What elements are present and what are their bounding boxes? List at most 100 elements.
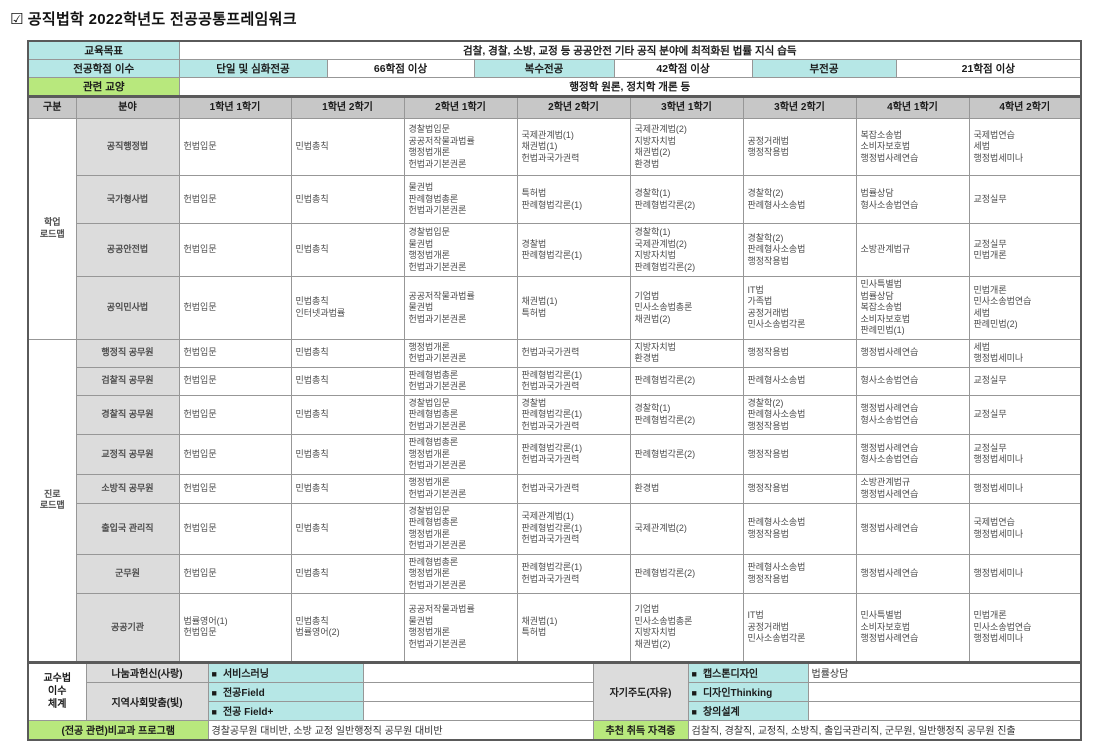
category-sharing: 나눔과헌신(사랑) xyxy=(85,662,209,683)
course-cell: 경찰학(1) 판례형법각론(2) xyxy=(629,394,744,435)
curriculum-row: 군무원 헌법입문 민법총칙 판례형법총론 행정법개론 헌법과기본권론 판례형법각… xyxy=(28,553,1082,594)
field-label: 행정직 공무원 xyxy=(75,338,180,368)
course-cell: 형사소송법연습 xyxy=(855,366,970,396)
course-cell: 헌법입문 xyxy=(178,434,292,475)
course-cell: 민법개론 민사소송법연습 세법 판례민법(2) xyxy=(968,276,1082,340)
field-label: 공익민사법 xyxy=(75,276,180,340)
field-label: 공공안전법 xyxy=(75,223,180,277)
course-cell: 행정법사례연습 xyxy=(855,502,970,555)
category-self-directed: 자기주도(자유) xyxy=(592,662,689,721)
empty-cell xyxy=(807,681,1082,702)
credit-value-single: 66학점 이상 xyxy=(326,59,475,78)
recommended-cert-label: 추천 취득 자격증 xyxy=(592,719,689,740)
course-cell: 민법총칙 xyxy=(290,338,405,368)
course-cell: 경찰학(1) 국제관계법(2) 지방자치법 판례형법각론(2) xyxy=(629,223,744,277)
course-cell: 헌법입문 xyxy=(178,473,292,504)
course-cell: 민사특별법 법률상담 복잡소송법 소비자보호법 판례민법(1) xyxy=(855,276,970,340)
extracurricular-value: 경찰공무원 대비반, 소방 교정 일반행정직 공무원 대비반 xyxy=(207,719,594,740)
teaching-row-1: 교수법 이수 체계 나눔과헌신(사랑) ■ 서비스러닝 자기주도(자유) ■ 캡스톤… xyxy=(27,662,1082,721)
header-sem-3-2: 3학년 2학기 xyxy=(742,96,857,119)
item-major-field-plus-label: 전공 Field+ xyxy=(222,707,274,718)
course-cell: 헌법과국가권력 xyxy=(516,338,631,368)
field-label: 공직행정법 xyxy=(75,118,180,176)
course-cell: 민법총칙 xyxy=(290,118,405,176)
course-cell: 민법총칙 xyxy=(290,502,405,555)
summary-table: 교육목표 검찰, 경찰, 소방, 교정 등 공공안전 기타 공직 분야에 최적화… xyxy=(27,40,1083,97)
course-cell: 민법총칙 xyxy=(290,434,405,475)
item-major-field: ■ 전공Field xyxy=(207,681,364,702)
credit-value-double: 42학점 이상 xyxy=(613,59,753,78)
course-cell: 국제관계법(1) 채권법(1) 헌법과국가권력 xyxy=(516,118,631,176)
item-creative-design: ■ 창의설계 xyxy=(687,700,809,721)
header-field: 분야 xyxy=(75,96,180,119)
course-cell: 민법총칙 인터넷과법률 xyxy=(290,276,405,340)
course-cell: 교정실무 행정법세미나 xyxy=(968,434,1082,475)
course-cell: 경찰법 판례형법각론(1) xyxy=(516,223,631,277)
group-academic-roadmap: 학업 로드맵 xyxy=(27,118,77,340)
course-cell: 판례형법총론 헌법과기본권론 xyxy=(403,366,518,396)
course-cell: 법률상담 형사소송법연습 xyxy=(855,175,970,224)
liberal-arts-label: 관련 교양 xyxy=(27,77,180,97)
field-label: 교정직 공무원 xyxy=(75,434,180,475)
field-label: 경찰직 공무원 xyxy=(75,394,180,435)
course-cell: 판례형법각론(1) 헌법과국가권력 xyxy=(516,553,631,594)
checkbox-icon: ☑ xyxy=(10,11,24,28)
course-cell: 교정실무 xyxy=(968,394,1082,435)
item-service-learning: ■ 서비스러닝 xyxy=(207,662,364,683)
field-label: 검찰직 공무원 xyxy=(75,366,180,396)
course-cell: 경찰법 판례형법각론(1) 헌법과국가권력 xyxy=(516,394,631,435)
course-cell: 헌법입문 xyxy=(178,118,292,176)
course-cell: 판례형법각론(2) xyxy=(629,553,744,594)
course-cell: 경찰학(2) 판례형사소송법 xyxy=(742,175,857,224)
square-bullet-icon: ■ xyxy=(211,688,217,698)
teaching-system-label: 교수법 이수 체계 xyxy=(27,662,87,721)
course-cell: 헌법입문 xyxy=(178,502,292,555)
course-cell: 경찰법입문 판례형법총론 헌법과기본권론 xyxy=(403,394,518,435)
curriculum-row: 교정직 공무원 헌법입문 민법총칙 판례형법총론 행정법개론 헌법과기본권론 판… xyxy=(28,434,1082,475)
course-cell: 헌법입문 xyxy=(178,338,292,368)
item-capstone-design-label: 캡스톤디자인 xyxy=(702,669,759,680)
curriculum-row: 소방직 공무원 헌법입문 민법총칙 행정법개론 헌법과기본권론 헌법과국가권력 … xyxy=(28,473,1082,504)
item-design-thinking: ■ 디자인Thinking xyxy=(687,681,809,702)
course-cell: 헌법입문 xyxy=(178,276,292,340)
empty-cell xyxy=(362,681,594,702)
course-cell: 법률영어(1) 헌법입문 xyxy=(178,593,292,662)
curriculum-table: 구분 분야 1학년 1학기 1학년 2학기 2학년 1학기 2학년 2학기 3학… xyxy=(27,96,1082,663)
tables-container: 교육목표 검찰, 경찰, 소방, 교정 등 공공안전 기타 공직 분야에 최적화… xyxy=(27,40,1083,741)
header-sem-4-1: 4학년 1학기 xyxy=(855,96,970,119)
header-sem-4-2: 4학년 2학기 xyxy=(968,96,1082,119)
course-cell: 민법총칙 법률영어(2) xyxy=(290,593,405,662)
group-career-roadmap: 진로 로드맵 xyxy=(27,338,77,662)
item-service-learning-label: 서비스러닝 xyxy=(222,669,269,680)
course-cell: 국제법연습 행정법세미나 xyxy=(968,502,1082,555)
item-capstone-design: ■ 캡스톤디자인 xyxy=(687,662,809,683)
course-cell: 국제법연습 세법 행정법세미나 xyxy=(968,118,1082,176)
course-cell: 헌법입문 xyxy=(178,223,292,277)
course-cell: 행정법사례연습 xyxy=(855,338,970,368)
teaching-row-3: ■ 전공 Field+ ■ 창의설계 xyxy=(28,700,1082,721)
curriculum-row: 공공안전법 헌법입문 민법총칙 경찰법입문 물권법 행정법개론 헌법과기본권론 … xyxy=(28,223,1082,277)
field-label: 소방직 공무원 xyxy=(75,473,180,504)
course-cell: 소방관계법규 행정법사례연습 xyxy=(855,473,970,504)
course-cell: IT법 가족법 공정거래법 민사소송법각론 xyxy=(742,276,857,340)
course-cell: 헌법입문 xyxy=(178,366,292,396)
category-community: 지역사회맞춤(빛) xyxy=(85,681,209,721)
capstone-note: 법률상담 xyxy=(807,662,1082,683)
course-cell: 민법총칙 xyxy=(290,223,405,277)
field-label: 공공기관 xyxy=(75,593,180,662)
course-cell: 행정법사례연습 형사소송법연습 xyxy=(855,434,970,475)
curriculum-row: 공익민사법 헌법입문 민법총칙 인터넷과법률 공공저작물과법률 물권법 헌법과기… xyxy=(28,276,1082,340)
course-cell: 국제관계법(2) 지방자치법 채권법(2) 환경법 xyxy=(629,118,744,176)
course-cell: 행정법사례연습 xyxy=(855,553,970,594)
major-credits-row: 전공학점 이수 단일 및 심화전공 66학점 이상 복수전공 42학점 이상 부… xyxy=(27,59,1082,78)
liberal-arts-row: 관련 교양 행정학 원론, 정치학 개론 등 xyxy=(27,77,1082,97)
education-goal-value: 검찰, 경찰, 소방, 교정 등 공공안전 기타 공직 분야에 최적화된 법률 … xyxy=(178,40,1082,60)
curriculum-row: 학업 로드맵 공직행정법 헌법입문 민법총칙 경찰법입문 공공저작물과법률 행정… xyxy=(27,118,1082,340)
course-cell: 경찰법입문 물권법 행정법개론 헌법과기본권론 xyxy=(403,223,518,277)
item-major-field-plus: ■ 전공 Field+ xyxy=(207,700,364,721)
course-cell: 헌법입문 xyxy=(178,553,292,594)
course-cell: 행정작용법 xyxy=(742,434,857,475)
header-gubun: 구분 xyxy=(27,96,77,119)
course-cell: 국제관계법(2) xyxy=(629,502,744,555)
